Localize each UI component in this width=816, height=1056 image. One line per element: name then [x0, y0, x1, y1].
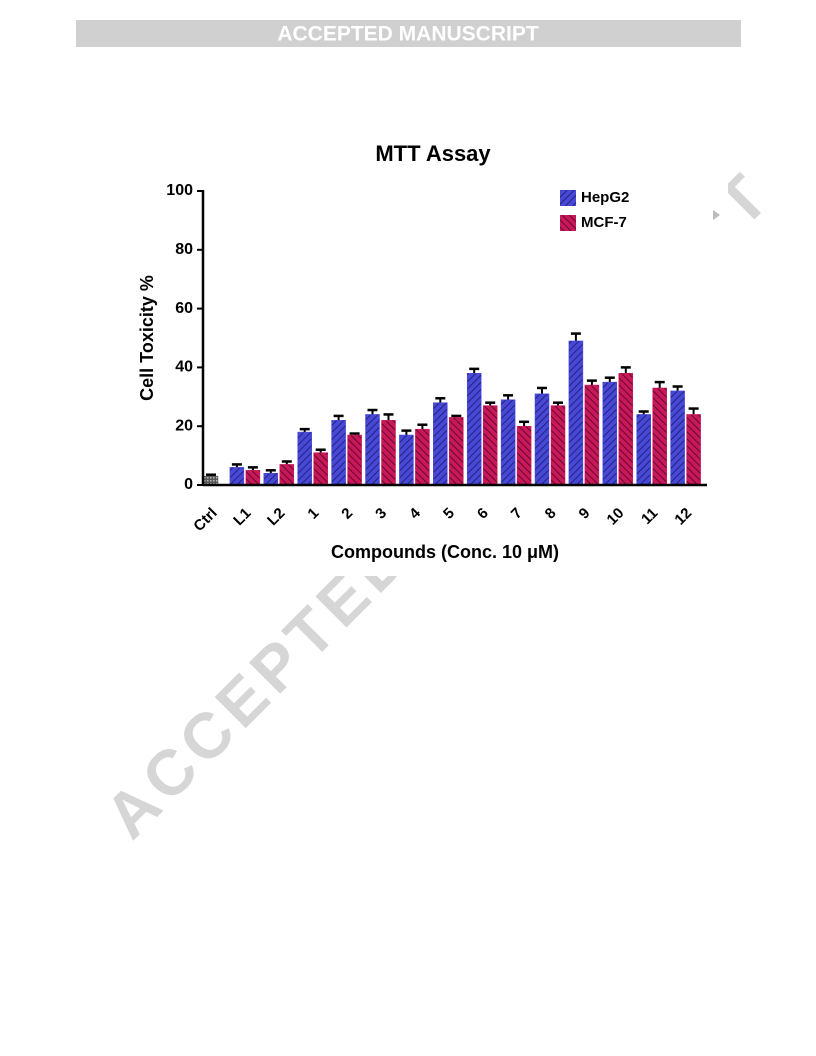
error-bar: [247, 466, 258, 471]
header-bar: [76, 20, 741, 47]
bar: [652, 387, 667, 486]
bar: [534, 393, 550, 486]
bar: [670, 390, 685, 486]
bar: [636, 414, 651, 486]
legend-swatch: [560, 215, 576, 231]
bar: [516, 425, 532, 486]
legend-label: HepG2: [581, 189, 629, 206]
bar: [618, 373, 634, 486]
error-bar: [620, 366, 631, 374]
bar: [415, 428, 430, 486]
error-bar: [537, 386, 547, 394]
error-bar: [367, 408, 378, 415]
bar: [686, 414, 701, 486]
error-bar: [570, 332, 581, 341]
x-axis-title: Compounds (Conc. 10 μM): [331, 542, 559, 562]
error-bar: [435, 397, 446, 403]
bar: [466, 373, 482, 486]
bar: [500, 399, 516, 486]
legend-swatch: [560, 190, 576, 206]
error-bar: [604, 376, 615, 383]
error-bar: [485, 401, 496, 406]
error-bar: [503, 394, 514, 400]
bar: [263, 472, 279, 486]
bar: [365, 414, 380, 486]
error-bar: [469, 367, 480, 374]
bar: [449, 417, 464, 486]
error-bar: [401, 429, 412, 436]
bar: [584, 384, 600, 486]
legend-label: MCF-7: [581, 214, 627, 231]
error-bar: [231, 463, 242, 468]
bar: [229, 467, 245, 486]
error-bar: [553, 401, 563, 406]
error-bar: [688, 407, 699, 415]
bar: [279, 464, 295, 486]
error-bar: [265, 469, 276, 474]
bar: [203, 475, 219, 486]
bar: [313, 452, 328, 486]
bar: [347, 434, 362, 486]
bar: [602, 381, 618, 486]
y-axis-title: Cell Toxicity %: [137, 275, 157, 401]
error-bar: [383, 413, 394, 421]
chart: MTT Assay Cell Toxicity % Compounds (Conc.…: [137, 141, 707, 562]
error-bar: [417, 423, 428, 430]
error-bar: [519, 420, 530, 427]
bar: [245, 470, 261, 486]
y-tick-label: 60: [175, 300, 193, 317]
error-bar: [638, 410, 649, 415]
y-tick-label: 0: [184, 476, 193, 493]
y-tick-label: 20: [175, 417, 193, 434]
error-bar: [315, 448, 326, 453]
bar: [482, 405, 498, 486]
bar: [381, 420, 396, 486]
bar: [433, 402, 448, 486]
header-title: ACCEPTED MANUSCRIPT: [277, 23, 539, 46]
y-tick-label: 40: [175, 359, 193, 376]
error-bar: [281, 460, 292, 465]
y-tick-label: 80: [175, 241, 193, 258]
chart-title: MTT Assay: [375, 141, 491, 166]
error-bar: [333, 414, 344, 421]
bar: [297, 431, 312, 486]
y-tick-label: 100: [166, 182, 193, 199]
bar: [568, 340, 584, 486]
bar: [550, 405, 566, 486]
arrow-icon: [713, 210, 720, 220]
error-bar: [672, 385, 683, 391]
bar: [331, 420, 346, 486]
error-bar: [586, 379, 597, 386]
error-bar: [654, 380, 665, 388]
bar: [399, 434, 414, 486]
figure-background: [128, 128, 728, 576]
error-bar: [299, 427, 310, 433]
